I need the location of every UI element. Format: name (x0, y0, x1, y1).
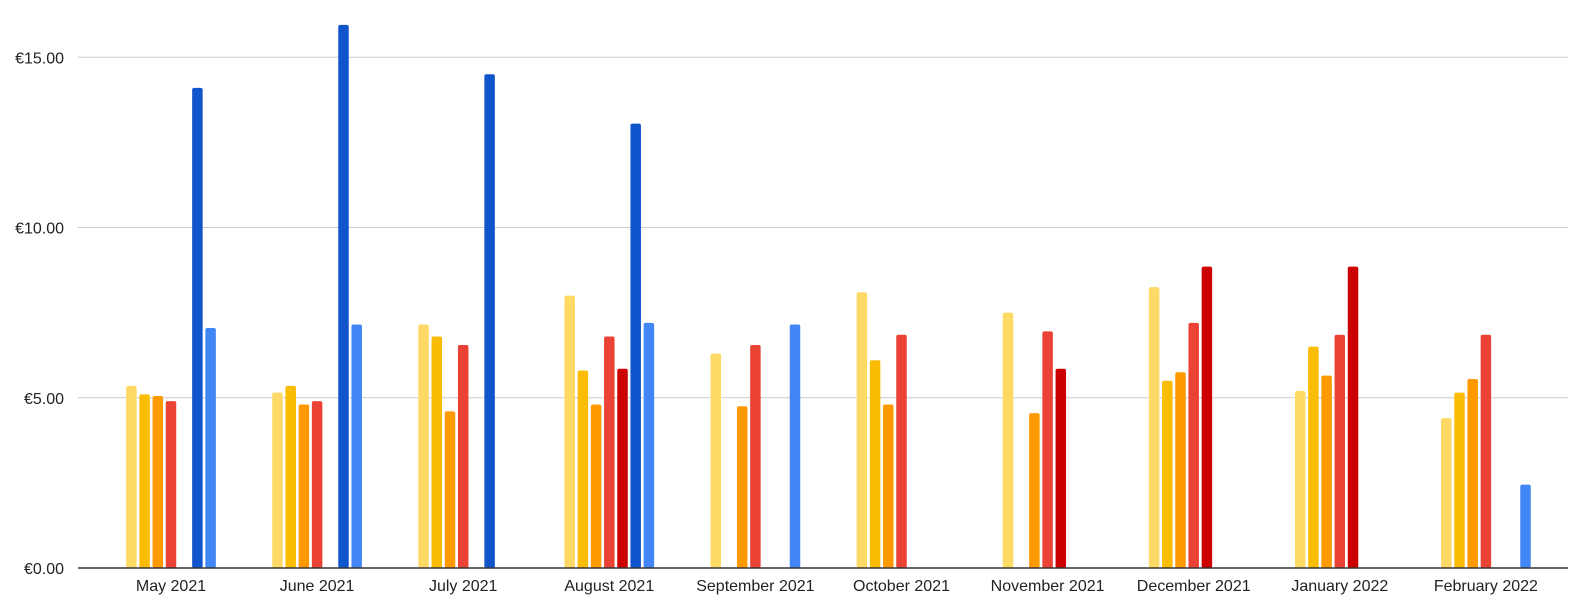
bar (431, 336, 443, 568)
bar (869, 360, 881, 568)
bar (1454, 392, 1465, 568)
bar (1347, 266, 1359, 568)
bar (139, 394, 150, 568)
bar (1520, 484, 1531, 568)
bar (165, 401, 177, 568)
bar (896, 334, 907, 568)
bar (1175, 372, 1186, 568)
y-tick-label: €5.00 (24, 391, 64, 408)
bar (736, 406, 748, 568)
bar (192, 87, 203, 569)
bar (1308, 346, 1319, 568)
bar (1201, 266, 1213, 568)
bar (1029, 413, 1040, 568)
bar (856, 292, 868, 568)
x-tick-label: September 2021 (696, 578, 814, 595)
bar (564, 295, 575, 568)
x-tick-label: August 2021 (564, 578, 654, 595)
bar (630, 123, 641, 569)
bar (1162, 380, 1173, 568)
bar (126, 385, 137, 568)
bar (617, 368, 628, 568)
bar (272, 392, 283, 568)
bar (710, 353, 722, 568)
bar (418, 324, 429, 568)
bar (205, 327, 216, 568)
bar (338, 24, 349, 568)
bar (152, 396, 164, 568)
bar (1334, 334, 1346, 568)
bar (444, 411, 456, 568)
bar (311, 401, 323, 568)
x-tick-label: January 2022 (1291, 578, 1388, 595)
x-tick-label: May 2021 (136, 578, 206, 595)
y-tick-label: €0.00 (24, 561, 64, 578)
bar (457, 344, 469, 568)
bar (577, 370, 589, 568)
x-tick-label: October 2021 (853, 578, 950, 595)
x-tick-label: July 2021 (429, 578, 498, 595)
x-tick-label: December 2021 (1137, 578, 1251, 595)
bar (1148, 287, 1160, 568)
bar (285, 385, 296, 568)
y-tick-label: €15.00 (15, 50, 64, 67)
bar (1042, 331, 1053, 568)
bar (484, 74, 495, 568)
bar (604, 336, 615, 568)
bar (883, 404, 894, 568)
bar (351, 324, 362, 568)
x-tick-label: June 2021 (280, 578, 355, 595)
bar (750, 344, 761, 568)
bar (1467, 379, 1478, 568)
bar (298, 404, 310, 568)
bar (1321, 375, 1332, 568)
bar (789, 324, 801, 568)
bar (590, 404, 602, 568)
y-tick-label: €10.00 (15, 221, 64, 238)
bar (1055, 368, 1067, 568)
x-tick-label: February 2022 (1434, 578, 1538, 595)
bar (643, 322, 655, 568)
bar (1480, 334, 1492, 568)
bar (1188, 322, 1199, 568)
bar (1294, 390, 1306, 568)
bar (1002, 312, 1014, 569)
bar (1441, 418, 1452, 568)
x-tick-label: November 2021 (991, 578, 1105, 595)
